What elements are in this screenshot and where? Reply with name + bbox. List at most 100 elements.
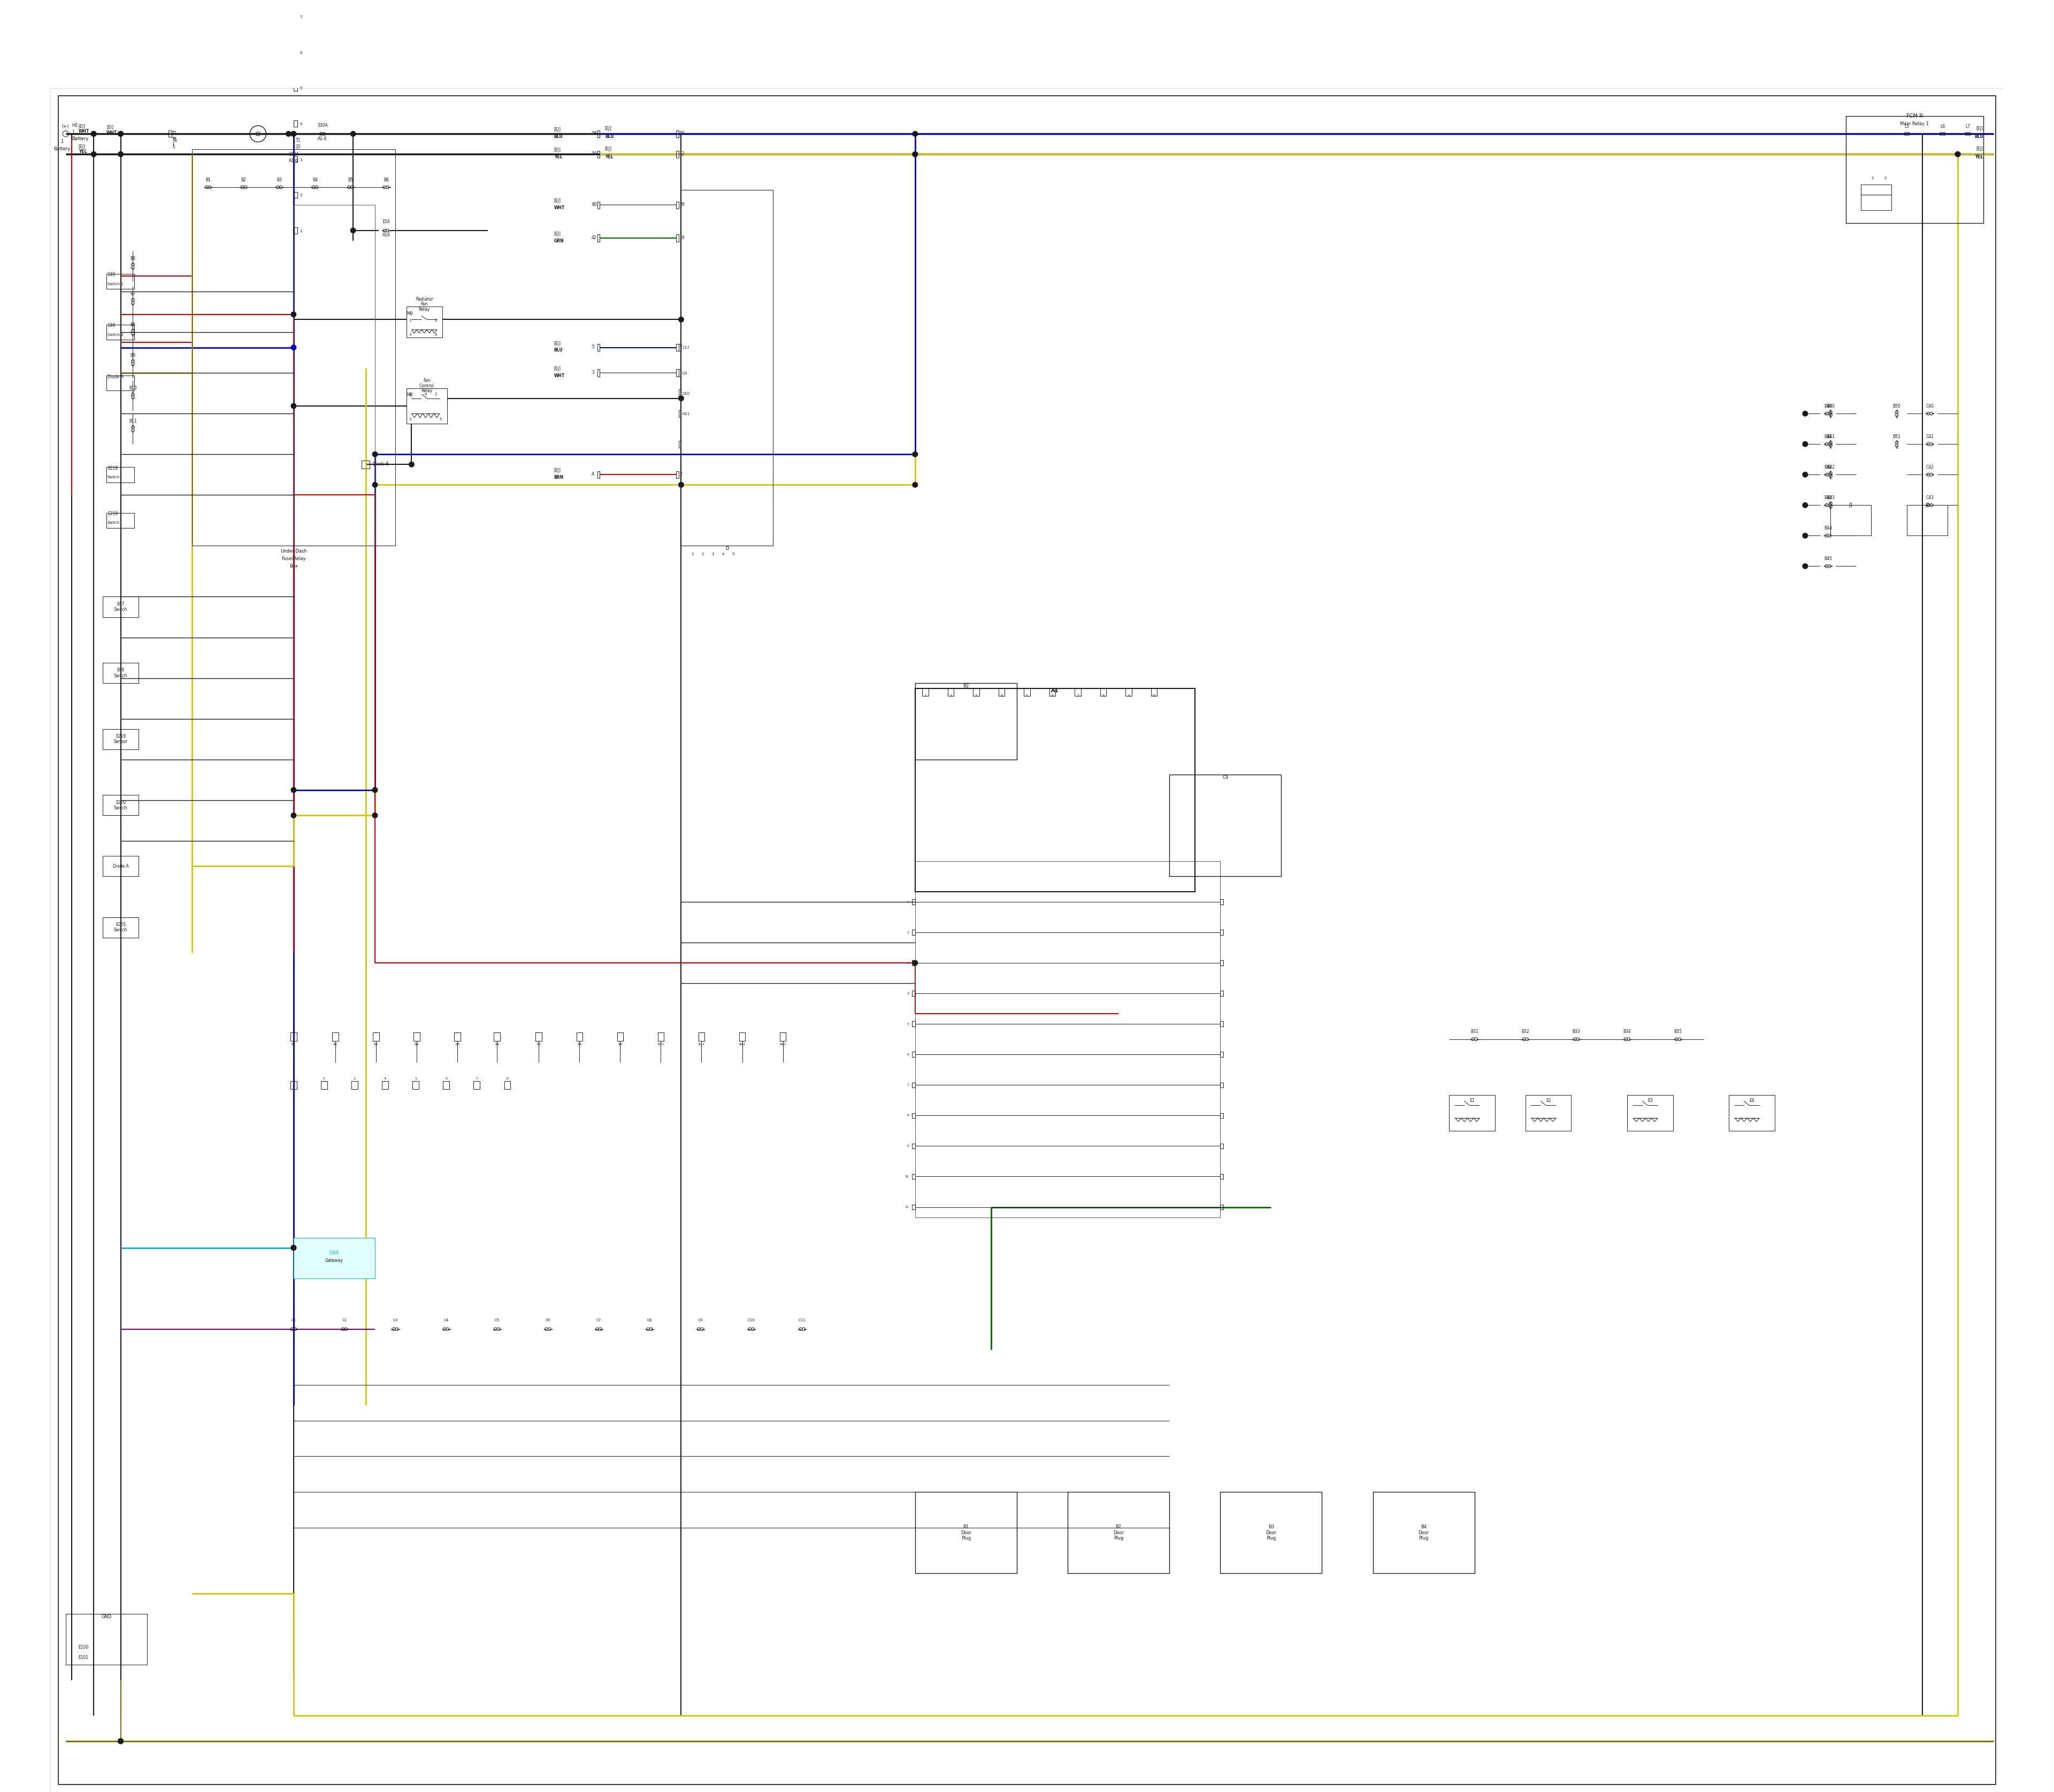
Bar [413,1032,419,1041]
Bar [407,306,442,337]
Bar [1627,1095,1672,1131]
Text: 60: 60 [592,202,598,208]
Circle shape [1803,532,1808,538]
Text: D10: D10 [682,392,690,396]
Text: C7: C7 [596,1319,602,1322]
Text: 1: 1 [409,392,411,396]
Text: 1: 1 [1871,176,1873,179]
Text: B2: B2 [333,1043,337,1047]
Bar [676,151,678,158]
Bar [333,1032,339,1041]
Text: B41: B41 [1826,434,1834,439]
Bar [912,1052,916,1057]
Text: 42: 42 [592,235,598,240]
Text: C9: C9 [682,371,688,375]
Text: 100A: 100A [316,124,329,127]
Bar [294,156,298,163]
Circle shape [1803,471,1808,477]
Text: [EJ]: [EJ] [555,231,561,237]
Circle shape [678,482,684,487]
Text: B12: B12 [739,1043,746,1047]
Text: A1-6: A1-6 [290,158,298,163]
Text: B42: B42 [1824,464,1832,470]
Text: GND: GND [101,1615,111,1618]
Text: 50: 50 [680,131,684,136]
Text: 1: 1 [690,552,694,556]
Text: L5: L5 [1904,124,1910,129]
Text: 9: 9 [1128,694,1130,697]
Text: M9: M9 [407,312,413,315]
Text: E2: E2 [1547,1098,1551,1102]
Bar [374,1032,380,1041]
Circle shape [90,131,97,136]
Bar [1220,1021,1224,1027]
Bar [598,201,600,208]
Bar [974,688,980,695]
Bar [168,131,173,136]
Bar [781,1032,787,1041]
Text: C8: C8 [647,1319,651,1322]
Text: B4: B4 [312,177,318,183]
Text: 15A: 15A [382,220,390,224]
Bar [912,1143,916,1149]
Text: Relay: Relay [419,306,429,312]
Text: B9: B9 [129,353,136,358]
Bar [912,961,916,966]
Text: A: A [592,471,594,477]
Bar [1372,1493,1475,1573]
Bar [678,344,682,351]
Bar [290,1032,296,1041]
Text: B2: B2 [963,683,969,688]
Text: 19: 19 [680,235,684,240]
Bar [407,389,448,423]
Text: 58: 58 [592,131,598,136]
Text: A16: A16 [382,233,390,238]
Text: [EJ]: [EJ] [1976,147,1984,152]
Bar [598,369,600,376]
Text: 3: 3 [300,158,302,161]
Text: 2: 2 [680,471,682,477]
Text: B3: B3 [374,1043,378,1047]
Text: Control: Control [419,383,433,389]
Text: 29: 29 [680,202,684,208]
Bar [1220,1493,1323,1573]
Text: [EJ]: [EJ] [555,149,561,152]
Text: C9: C9 [698,1319,702,1322]
Text: [EJ]: [EJ] [604,147,612,152]
Bar [676,131,678,138]
Text: E46: E46 [107,323,115,328]
Bar [598,131,600,138]
Text: Under-Dash: Under-Dash [279,548,306,554]
Text: YEL: YEL [78,149,86,154]
Bar [598,344,600,351]
Circle shape [1803,564,1808,568]
Text: A1: A1 [1052,688,1058,694]
Text: T1: T1 [173,138,177,143]
Bar [103,918,138,937]
Bar [678,410,682,418]
Text: Main Relay 1: Main Relay 1 [1900,122,1929,125]
Text: [EJ]: [EJ] [604,127,612,131]
Text: B51: B51 [1894,434,1900,439]
Bar [947,688,953,695]
Text: 9: 9 [908,1145,910,1147]
Bar [362,461,370,468]
Text: WHT: WHT [107,131,117,136]
Text: 5: 5 [415,1077,417,1081]
Text: 2: 2 [322,1077,325,1081]
Text: C11: C11 [799,1319,805,1322]
Text: FCM-R: FCM-R [1906,113,1923,118]
Circle shape [1955,152,1960,156]
Circle shape [372,452,378,457]
Text: Switch 1: Switch 1 [107,281,123,285]
Circle shape [292,312,296,317]
Circle shape [90,131,97,136]
Text: 2: 2 [1884,176,1886,179]
Text: Battery: Battery [53,147,70,151]
Bar [413,1081,419,1090]
Bar [1450,1095,1495,1131]
Bar [676,235,678,242]
Bar [1074,688,1080,695]
Text: B33: B33 [1571,1029,1580,1034]
Bar [1526,1095,1571,1131]
